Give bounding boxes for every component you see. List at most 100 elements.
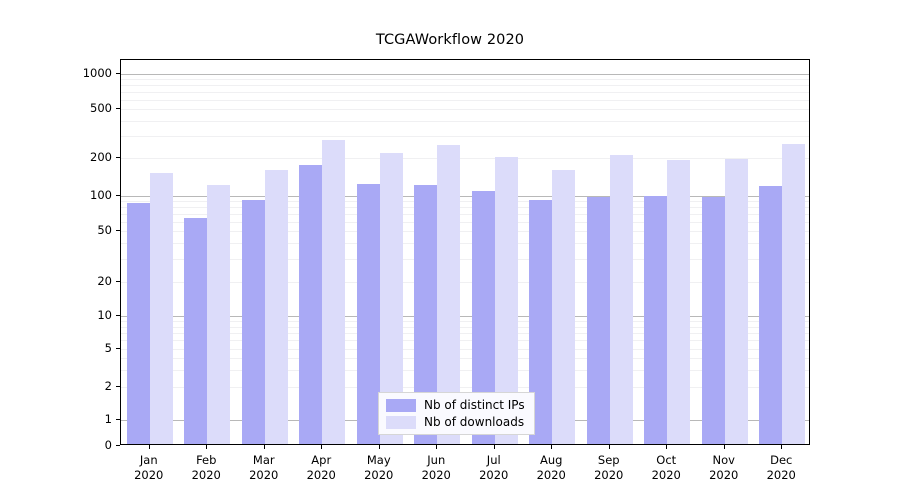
bar-group: [299, 60, 346, 444]
bar-downloads: [552, 169, 576, 444]
y-tick-label: 2: [104, 379, 112, 393]
x-tick-mark: [493, 445, 495, 449]
gridline-major: [121, 158, 809, 159]
bar-downloads: [609, 154, 633, 444]
gridline-major: [121, 282, 809, 283]
bar-downloads: [322, 139, 346, 444]
bar-distinct-ips: [299, 164, 323, 444]
bar-distinct-ips: [184, 218, 208, 444]
x-tick-label: Mar 2020: [249, 453, 279, 482]
gridline-minor: [121, 136, 809, 138]
x-tick-mark: [321, 445, 323, 449]
x-tick-mark: [263, 445, 265, 449]
bar-group: [184, 60, 231, 444]
legend-item-downloads: Nb of downloads: [386, 415, 525, 429]
bars-layer: [121, 60, 809, 444]
bar-group: [701, 60, 748, 444]
bar-downloads: [437, 145, 461, 444]
x-tick-label: Jan 2020: [134, 453, 164, 482]
y-tick-label: 200: [90, 150, 112, 164]
y-tick-mark: [116, 445, 120, 446]
bar-downloads: [667, 160, 691, 444]
y-tick-label: 50: [97, 223, 112, 237]
x-tick-label: Nov 2020: [709, 453, 739, 482]
gridline-minor: [121, 79, 809, 81]
bar-group: [759, 60, 806, 444]
x-tick-mark: [666, 445, 668, 449]
gridline-minor: [121, 85, 809, 87]
bar-group: [414, 60, 461, 444]
x-tick-label: May 2020: [364, 453, 394, 482]
bar-downloads: [782, 144, 806, 444]
bar-group: [241, 60, 288, 444]
y-tick-label: 20: [97, 274, 112, 288]
gridline-minor: [121, 358, 809, 360]
chart-title: TCGAWorkflow 2020: [375, 32, 525, 48]
y-tick-label: 500: [90, 101, 112, 115]
gridline-minor: [121, 99, 809, 101]
gridline-minor: [121, 214, 809, 215]
gridline-minor: [121, 243, 809, 245]
gridline-minor: [121, 259, 809, 261]
bar-distinct-ips: [241, 200, 265, 444]
bar-group: [126, 60, 173, 444]
bar-downloads: [724, 159, 748, 444]
bar-distinct-ips: [529, 200, 553, 444]
y-tick-label: 100: [90, 188, 112, 202]
y-tick-label: 0: [104, 438, 112, 452]
bar-group: [644, 60, 691, 444]
gridline-major: [121, 231, 809, 232]
x-tick-mark: [781, 445, 783, 449]
plot-area: [120, 59, 810, 445]
bar-group: [471, 60, 518, 444]
bar-distinct-ips: [586, 196, 610, 444]
gridline-minor: [121, 321, 809, 323]
x-tick-label: Aug 2020: [536, 453, 566, 482]
bar-distinct-ips: [471, 191, 495, 444]
gridline-minor: [121, 120, 809, 122]
bar-distinct-ips: [759, 186, 783, 444]
x-tick-mark: [608, 445, 610, 449]
chart-legend: Nb of distinct IPs Nb of downloads: [378, 392, 535, 435]
x-tick-mark: [206, 445, 208, 449]
x-tick-mark: [378, 445, 380, 449]
gridline-major: [121, 109, 809, 110]
bar-distinct-ips: [356, 184, 380, 444]
bar-downloads: [207, 184, 231, 444]
bar-distinct-ips: [414, 184, 438, 444]
y-tick-label: 1000: [82, 66, 112, 80]
gridline-minor: [121, 332, 809, 334]
y-tick-label: 10: [97, 308, 112, 322]
x-tick-mark: [723, 445, 725, 449]
legend-label-downloads: Nb of downloads: [424, 415, 525, 429]
bar-group: [586, 60, 633, 444]
x-tick-mark: [551, 445, 553, 449]
gridline-minor: [121, 92, 809, 93]
x-tick-label: Oct 2020: [651, 453, 681, 482]
x-tick-label: Apr 2020: [306, 453, 336, 482]
legend-swatch-ips: [386, 398, 416, 412]
x-tick-mark: [436, 445, 438, 449]
x-tick-label: Sep 2020: [594, 453, 624, 482]
gridline-minor: [121, 370, 809, 372]
x-tick-label: Jul 2020: [479, 453, 509, 482]
legend-label-ips: Nb of distinct IPs: [424, 398, 525, 412]
gridline-major: [121, 74, 809, 75]
y-tick-label: 5: [104, 341, 112, 355]
bar-group: [356, 60, 403, 444]
y-tick-label: 1: [104, 412, 112, 426]
x-tick-label: Dec 2020: [766, 453, 796, 482]
x-tick-label: Jun 2020: [421, 453, 451, 482]
bar-distinct-ips: [701, 196, 725, 444]
gridline-major: [121, 316, 809, 317]
gridline-minor: [121, 201, 809, 203]
bar-downloads: [379, 153, 403, 444]
bar-downloads: [264, 169, 288, 444]
gridline-minor: [121, 326, 809, 328]
bar-downloads: [149, 172, 173, 444]
gridline-major: [121, 349, 809, 350]
gridline-major: [121, 196, 809, 197]
legend-item-ips: Nb of distinct IPs: [386, 398, 525, 412]
bar-group: [529, 60, 576, 444]
